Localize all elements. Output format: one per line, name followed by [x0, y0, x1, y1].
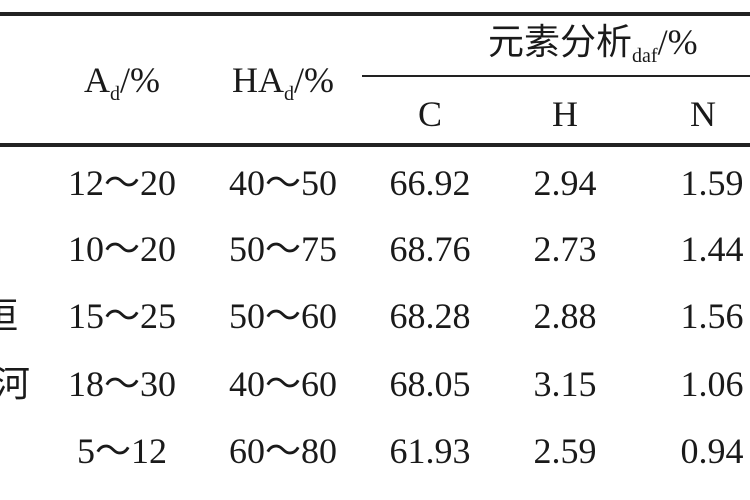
table-cell: 61.93 — [389, 431, 471, 471]
header-h: H — [552, 94, 578, 134]
table-cell: 68.28 — [389, 296, 471, 336]
table-cell: 50～75 — [228, 229, 338, 269]
header-bottom-rule — [0, 143, 750, 147]
table-cell: 40～50 — [228, 163, 338, 203]
table-cell: 5～12 — [76, 431, 168, 471]
table-cell: 1.59 — [680, 163, 744, 203]
header-elemental-analysis: 元素分析daf/% — [488, 22, 698, 67]
header-c: C — [417, 94, 443, 134]
table-cell: 1.06 — [680, 364, 744, 404]
table-cell: 2.73 — [533, 229, 597, 269]
table-cell: 15～25 — [67, 296, 177, 336]
table-cell: 2.88 — [533, 296, 597, 336]
header-n: N — [690, 94, 716, 134]
table-cell: 40～60 — [228, 364, 338, 404]
table-cell: 68.76 — [389, 229, 471, 269]
table-cell: 66.92 — [389, 163, 471, 203]
table-cell: 0.94 — [680, 431, 744, 471]
table-cell: 1.44 — [680, 229, 744, 269]
table-cell: 2.59 — [533, 431, 597, 471]
top-rule — [0, 12, 750, 16]
table-cell: 2.94 — [533, 163, 597, 203]
table-cell: 12～20 — [67, 163, 177, 203]
table-cell: 1.56 — [680, 296, 744, 336]
header-had: HAd/% — [232, 60, 334, 105]
row-label: 垣 — [0, 296, 19, 336]
table-cell: 60～80 — [228, 431, 338, 471]
group-rule — [362, 75, 750, 77]
row-label: 河 — [0, 364, 31, 404]
table-cell: 10～20 — [67, 229, 177, 269]
table-cell: 18～30 — [67, 364, 177, 404]
table-cell: 3.15 — [533, 364, 597, 404]
table-cell: 68.05 — [389, 364, 471, 404]
header-ad: Ad/% — [84, 60, 160, 105]
table-cell: 50～60 — [228, 296, 338, 336]
